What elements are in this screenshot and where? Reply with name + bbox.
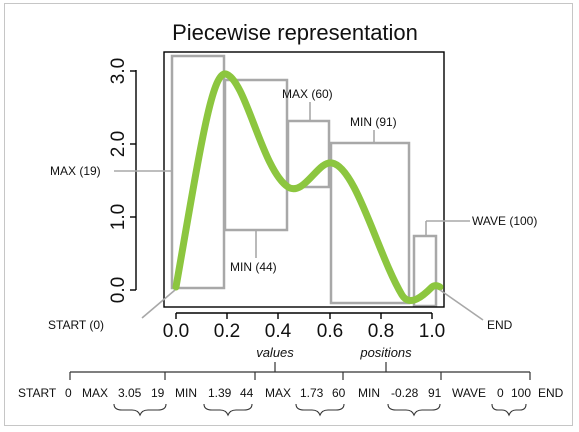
seq-max2-val: 1.73 [300,386,324,400]
seq-wave-pos: 100 [511,386,531,400]
seq-max2-pos: 60 [332,386,346,400]
figure-title: Piecewise representation [172,20,418,45]
seq-start: START [18,386,57,400]
brace-wave [491,403,527,417]
piecewise-boxes [170,54,438,308]
x-tick-label: 0.2 [214,321,240,342]
y-tick-label: 0.0 [108,277,129,303]
y-tick-label: 2.0 [108,131,129,157]
x-tick-label: 1.0 [419,321,445,342]
signal-curve [172,70,444,304]
seq-min1-pos: 44 [240,386,254,400]
annotation-start: START (0) [48,318,104,332]
brace-min1 [203,403,253,417]
box-max-60 [286,119,331,189]
figure-frame [4,3,573,426]
seq-min1-val: 1.39 [208,386,232,400]
seq-max1-val: 3.05 [118,386,142,400]
seq-min2: MIN [358,386,380,400]
y-tick-label: 3.0 [108,58,129,84]
x-tick-label: 0.8 [368,321,394,342]
brace-min2 [387,403,441,417]
brace-max2 [295,403,345,417]
seq-min2-pos: 91 [428,386,442,400]
seq-max1-pos: 19 [151,386,165,400]
y-axis: 0.0 1.0 2.0 3.0 [108,58,137,303]
seq-max1: MAX [82,386,108,400]
sequence-bracket [69,362,531,380]
annotation-leaders [114,102,484,321]
x-tick-label: 0.0 [163,321,189,342]
brace-max1 [113,403,167,417]
seq-wave: WAVE [452,386,486,400]
caption-values: values [256,345,294,360]
annotation-end: END [487,318,513,332]
seq-max2: MAX [265,386,291,400]
x-tick-label: 0.6 [317,321,343,342]
sequence-row: START 0 MAX 3.05 19 MIN 1.39 44 MAX 1.73… [18,386,564,400]
seq-min1: MIN [175,386,197,400]
seq-min2-val: -0.28 [391,386,419,400]
seq-start-pos: 0 [65,386,72,400]
seq-end: END [538,386,564,400]
y-tick-label: 1.0 [108,204,129,230]
annotation-min-91: MIN (91) [350,115,397,129]
box-min-44 [223,78,289,232]
caption-positions: positions [359,345,412,360]
box-wave-100 [412,234,438,308]
seq-wave-val: 0 [497,386,504,400]
box-min-91 [329,141,411,305]
x-axis: 0.0 0.2 0.4 0.6 0.8 1.0 [163,312,445,342]
plot-area [163,51,445,308]
annotation-max-60: MAX (60) [282,87,333,101]
x-tick-label: 0.4 [265,321,292,342]
annotation-max-19: MAX (19) [50,164,101,178]
annotation-wave-100: WAVE (100) [472,214,537,228]
sequence-braces [113,403,527,417]
annotation-min-44: MIN (44) [230,260,277,274]
